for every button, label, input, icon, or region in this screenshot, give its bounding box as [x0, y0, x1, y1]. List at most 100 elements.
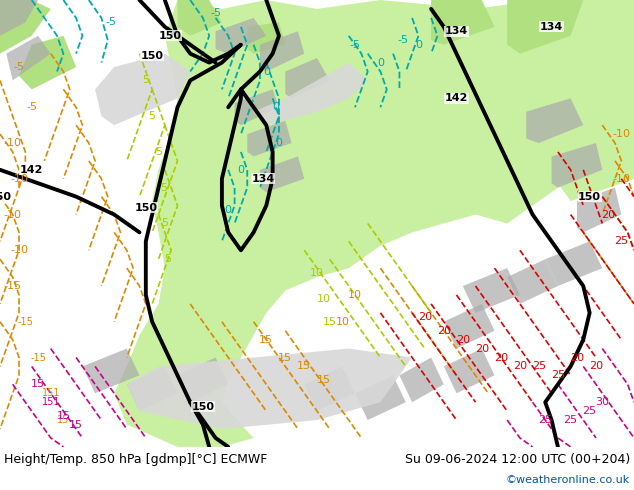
Text: -5: -5 — [13, 62, 25, 72]
Text: -10: -10 — [4, 138, 22, 148]
Text: 20: 20 — [437, 326, 451, 336]
Polygon shape — [444, 348, 495, 393]
Polygon shape — [247, 121, 292, 156]
Text: 0: 0 — [272, 102, 280, 112]
Polygon shape — [444, 304, 495, 348]
Text: 0: 0 — [224, 205, 232, 215]
Text: Height/Temp. 850 hPa [gdmp][°C] ECMWF: Height/Temp. 850 hPa [gdmp][°C] ECMWF — [4, 453, 268, 466]
Text: -15: -15 — [4, 281, 22, 291]
Text: 5: 5 — [161, 219, 169, 228]
Text: 15: 15 — [316, 375, 330, 385]
Text: 150: 150 — [141, 51, 164, 61]
Polygon shape — [95, 53, 190, 125]
Text: 150: 150 — [191, 402, 214, 412]
Text: -10: -10 — [612, 129, 630, 139]
Polygon shape — [260, 31, 304, 72]
Text: 0: 0 — [262, 67, 270, 76]
Polygon shape — [552, 143, 602, 188]
Text: -5: -5 — [210, 8, 221, 19]
Text: 15: 15 — [323, 317, 337, 327]
Text: 134: 134 — [252, 174, 275, 184]
Text: 0: 0 — [415, 40, 422, 49]
Text: 5: 5 — [142, 75, 150, 85]
Text: 15: 15 — [31, 379, 45, 390]
Polygon shape — [577, 188, 621, 232]
Polygon shape — [260, 156, 304, 192]
Text: 20: 20 — [513, 362, 527, 371]
Polygon shape — [399, 358, 444, 402]
Text: Su 09-06-2024 12:00 UTC (00+204): Su 09-06-2024 12:00 UTC (00+204) — [404, 453, 630, 466]
Polygon shape — [235, 89, 279, 125]
Text: 142: 142 — [445, 93, 468, 103]
Text: 0: 0 — [237, 165, 245, 175]
Polygon shape — [507, 259, 558, 304]
Text: -10: -10 — [10, 245, 28, 255]
Text: 20: 20 — [589, 362, 603, 371]
Text: 20: 20 — [418, 312, 432, 322]
Text: 25: 25 — [564, 415, 578, 425]
Polygon shape — [82, 348, 139, 393]
Polygon shape — [355, 375, 406, 420]
Text: 150: 150 — [0, 192, 11, 201]
Polygon shape — [254, 63, 368, 125]
Text: 25: 25 — [614, 236, 628, 246]
Text: 20: 20 — [475, 343, 489, 354]
Text: 25: 25 — [538, 415, 552, 425]
Polygon shape — [19, 36, 76, 89]
Text: 25: 25 — [583, 406, 597, 416]
Polygon shape — [545, 241, 602, 286]
Text: 10: 10 — [335, 317, 349, 327]
Text: -10: -10 — [612, 174, 630, 184]
Polygon shape — [6, 36, 51, 80]
Polygon shape — [247, 23, 285, 53]
Text: 134: 134 — [540, 22, 563, 32]
Text: 10: 10 — [348, 290, 362, 300]
Text: 15: 15 — [57, 415, 70, 425]
Text: 0: 0 — [275, 138, 283, 148]
Polygon shape — [431, 0, 495, 45]
Text: 150: 150 — [158, 31, 181, 41]
Text: 10: 10 — [316, 294, 330, 304]
Text: 20: 20 — [456, 335, 470, 344]
Text: 5: 5 — [148, 111, 156, 121]
Text: 15: 15 — [278, 352, 292, 363]
Text: 5: 5 — [164, 254, 172, 264]
Text: 30: 30 — [595, 397, 609, 407]
Text: 25: 25 — [532, 362, 546, 371]
Text: 150: 150 — [578, 192, 601, 201]
Text: -5: -5 — [349, 40, 361, 49]
Polygon shape — [0, 0, 51, 53]
Text: -15: -15 — [30, 352, 46, 363]
Text: -5: -5 — [26, 102, 37, 112]
Polygon shape — [526, 23, 634, 201]
Polygon shape — [507, 0, 583, 53]
Polygon shape — [216, 18, 266, 53]
Text: -15: -15 — [17, 317, 34, 327]
Text: -5: -5 — [397, 35, 408, 45]
Text: 20: 20 — [602, 210, 616, 220]
Text: -5: -5 — [105, 17, 117, 27]
Polygon shape — [127, 348, 412, 429]
Polygon shape — [526, 98, 583, 143]
Polygon shape — [285, 58, 330, 98]
Polygon shape — [304, 367, 355, 411]
Text: 15: 15 — [56, 411, 70, 420]
Polygon shape — [114, 0, 634, 447]
Polygon shape — [127, 367, 178, 411]
Text: -10: -10 — [4, 210, 22, 220]
Polygon shape — [0, 0, 38, 36]
Text: 15: 15 — [69, 419, 83, 430]
Text: ©weatheronline.co.uk: ©weatheronline.co.uk — [506, 475, 630, 485]
Text: 134: 134 — [445, 26, 468, 36]
Text: 5: 5 — [155, 147, 162, 157]
Polygon shape — [178, 0, 222, 36]
Text: 10: 10 — [310, 268, 324, 278]
Polygon shape — [178, 358, 228, 402]
Text: 0: 0 — [377, 57, 384, 68]
Text: 20: 20 — [494, 352, 508, 363]
Text: 15: 15 — [297, 362, 311, 371]
Text: 15: 15 — [259, 335, 273, 344]
Text: 25: 25 — [551, 370, 565, 380]
Text: 20: 20 — [570, 352, 584, 363]
Text: 150: 150 — [134, 203, 157, 213]
